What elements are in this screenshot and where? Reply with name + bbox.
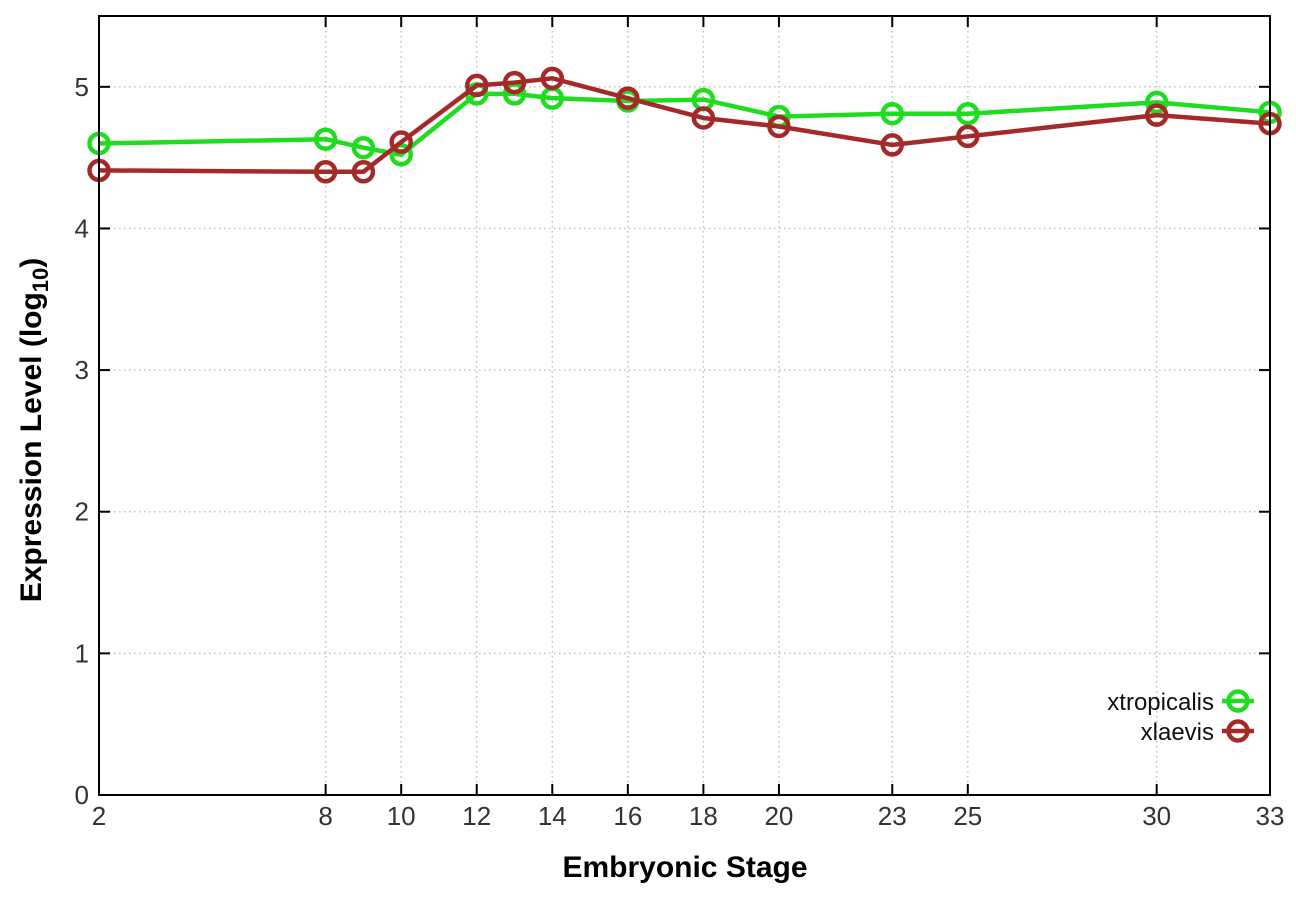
y-tick-label-5: 5 [75, 72, 89, 102]
x-tick-label-20: 20 [764, 801, 793, 831]
x-tick-label-25: 25 [953, 801, 982, 831]
grid-layer [98, 16, 1271, 795]
tick-marks-layer [98, 16, 1271, 796]
series-xlaevis-point [616, 86, 640, 110]
plot-border [98, 15, 1271, 796]
series-xlaevis-line [98, 76, 1271, 175]
series-xlaevis-point [880, 133, 905, 157]
legend-marker-xtropicalis [1226, 689, 1250, 713]
series-xtropicalis-point [1144, 90, 1169, 115]
legend: xtropicalis xlaevis [1107, 689, 1254, 746]
legend-marker-xlaevis [1226, 719, 1250, 743]
series-xlaevis-point [502, 70, 527, 95]
series-xtropicalis-point [389, 143, 413, 167]
series-layer [87, 66, 1282, 184]
x-tick-label-10: 10 [387, 801, 416, 831]
series-xtropicalis-point [313, 127, 338, 151]
y-tick-label-4: 4 [75, 213, 89, 243]
series-xlaevis-point [313, 160, 338, 184]
x-tick-label-12: 12 [462, 801, 491, 831]
series-xlaevis-point [389, 130, 413, 154]
legend-label-xtropicalis: xtropicalis [1107, 689, 1214, 716]
legend-entry-xlaevis: xlaevis [1141, 719, 1254, 746]
y-tick-label-3: 3 [75, 355, 89, 385]
y-tick-label-0: 0 [75, 780, 89, 810]
x-tick-label-2: 2 [92, 801, 106, 831]
series-xtropicalis-line [98, 91, 1271, 158]
x-tick-label-14: 14 [538, 801, 567, 831]
x-tick-label-30: 30 [1142, 801, 1171, 831]
series-xlaevis-point [1144, 103, 1169, 127]
series-xtropicalis-point [956, 101, 980, 126]
series-xlaevis-point [464, 73, 489, 98]
x-tick-label-33: 33 [1256, 801, 1285, 831]
series-xtropicalis-point [351, 135, 376, 160]
y-axis-title: Expression Level (log10) [15, 258, 53, 603]
x-tick-label-23: 23 [878, 801, 907, 831]
series-xlaevis-point [956, 124, 980, 149]
x-axis-title: Embryonic Stage [562, 851, 807, 884]
y-axis-title-subscript: 10 [28, 268, 53, 292]
x-tick-label-16: 16 [613, 801, 642, 831]
y-tick-label-2: 2 [75, 497, 89, 527]
series-xlaevis-point [767, 114, 791, 139]
series-xlaevis-point [691, 106, 716, 130]
y-tick-label-1: 1 [75, 638, 89, 668]
series-xtropicalis-point [880, 101, 905, 126]
x-tick-label-8: 8 [318, 801, 332, 831]
series-xlaevis-point [540, 66, 565, 91]
legend-entry-xtropicalis: xtropicalis [1107, 689, 1254, 716]
x-tick-label-18: 18 [689, 801, 718, 831]
series-xlaevis-point [351, 160, 376, 184]
legend-label-xlaevis: xlaevis [1141, 719, 1214, 746]
